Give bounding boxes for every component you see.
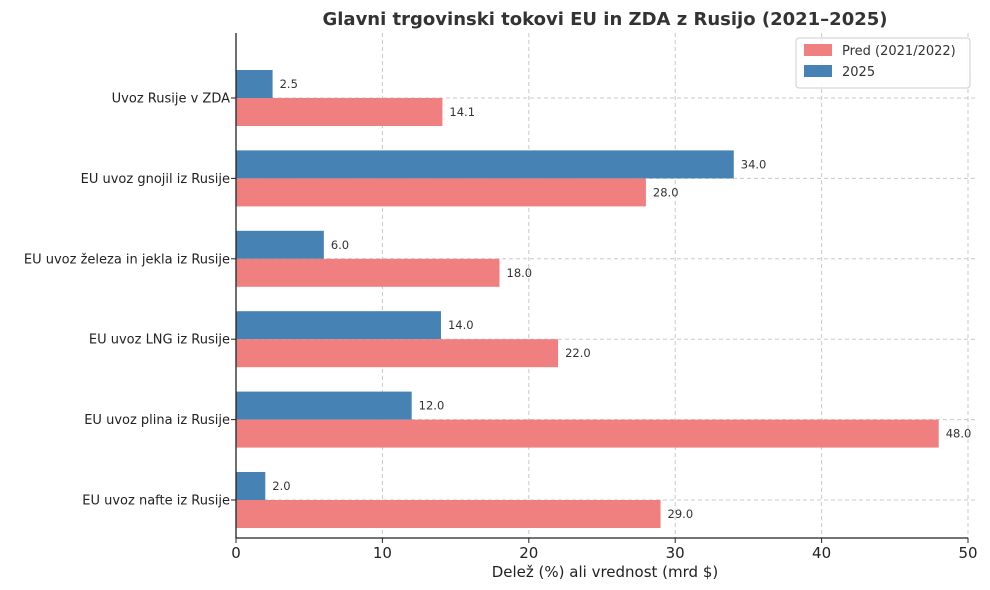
x-tick-label: 50	[958, 544, 977, 562]
legend-swatch	[804, 65, 832, 77]
legend: Pred (2021/2022) 2025	[795, 37, 971, 89]
data-label-pred: 18.0	[507, 266, 533, 280]
data-label-2025: 2.5	[280, 77, 298, 91]
data-label-pred: 28.0	[653, 185, 679, 199]
data-label-pred: 48.0	[946, 427, 972, 441]
bar-pred	[236, 178, 646, 207]
data-label-2025: 2.0	[272, 479, 290, 493]
x-tick-label: 30	[666, 544, 685, 562]
y-tick-label: EU uvoz LNG iz Rusije	[89, 333, 230, 348]
data-label-pred: 22.0	[565, 346, 591, 360]
bar-2025	[236, 472, 266, 500]
y-tick-label: EU uvoz plina iz Rusije	[84, 413, 230, 428]
data-label-pred: 29.0	[668, 507, 694, 521]
legend-label: 2025	[842, 65, 875, 80]
legend-box	[795, 37, 971, 89]
data-label-2025: 14.0	[448, 318, 474, 332]
bar-2025	[236, 70, 273, 98]
legend-swatch	[804, 44, 832, 56]
x-tick-label: 40	[812, 544, 831, 562]
x-tick-label: 0	[231, 544, 241, 562]
bar-2025	[236, 150, 734, 179]
data-label-pred: 14.1	[449, 105, 475, 119]
bar-pred	[236, 500, 661, 528]
bar-2025	[236, 311, 441, 340]
x-axis-ticks: 0 10 20 30 40 50	[231, 538, 978, 562]
bar-2025	[236, 391, 412, 420]
x-tick-label: 20	[519, 544, 538, 562]
x-axis-label: Delež (%) ali vrednost (mrd $)	[492, 563, 719, 581]
y-tick-label: EU uvoz gnojil iz Rusije	[81, 172, 230, 187]
y-axis-ticks: Uvoz Rusije v ZDA EU uvoz gnojil iz Rusij…	[24, 92, 236, 509]
data-label-2025: 34.0	[741, 157, 767, 171]
chart-title: Glavni trgovinski tokovi EU in ZDA z Rus…	[322, 9, 887, 30]
data-labels: 2.5 14.1 34.0 28.0 6.0 18.0 14.0 22.0 12.0 48.0 2.…	[272, 77, 971, 521]
bar-pred	[236, 98, 443, 126]
data-label-2025: 12.0	[419, 399, 445, 413]
data-label-2025: 6.0	[331, 238, 349, 252]
bars	[236, 70, 939, 528]
bar-pred	[236, 258, 500, 287]
y-tick-label: EU uvoz nafte iz Rusije	[82, 494, 230, 509]
legend-label: Pred (2021/2022)	[842, 44, 956, 59]
y-tick-label: EU uvoz železa in jekla iz Rusije	[24, 252, 230, 267]
bar-pred	[236, 419, 939, 448]
y-tick-label: Uvoz Rusije v ZDA	[112, 92, 230, 107]
bar-2025	[236, 230, 324, 259]
x-tick-label: 10	[373, 544, 392, 562]
bar-pred	[236, 339, 559, 368]
